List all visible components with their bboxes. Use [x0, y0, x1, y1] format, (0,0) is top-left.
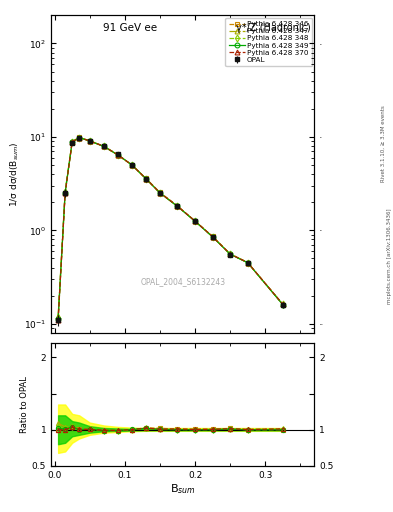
Pythia 6.428 347 — [63, 188, 68, 195]
Pythia 6.428 346 — [175, 203, 180, 209]
Pythia 6.428 348 — [175, 203, 180, 209]
Pythia 6.428 346 — [87, 138, 92, 144]
Pythia 6.428 346 — [129, 162, 134, 168]
Pythia 6.428 370 — [70, 139, 75, 145]
Pythia 6.428 349 — [56, 316, 61, 322]
Pythia 6.428 349 — [87, 138, 92, 144]
Pythia 6.428 370 — [193, 218, 197, 224]
Pythia 6.428 346 — [116, 152, 120, 158]
Pythia 6.428 348 — [116, 152, 120, 158]
Pythia 6.428 347 — [129, 162, 134, 168]
Pythia 6.428 370 — [116, 152, 120, 158]
Pythia 6.428 348 — [70, 139, 75, 145]
Pythia 6.428 347 — [158, 190, 162, 196]
Line: Pythia 6.428 349: Pythia 6.428 349 — [56, 135, 285, 322]
Line: Pythia 6.428 346: Pythia 6.428 346 — [56, 135, 285, 323]
Pythia 6.428 348 — [87, 138, 92, 144]
Line: Pythia 6.428 347: Pythia 6.428 347 — [56, 135, 285, 319]
Pythia 6.428 349 — [143, 176, 148, 182]
Pythia 6.428 346 — [210, 233, 215, 240]
Pythia 6.428 349 — [101, 143, 106, 150]
Pythia 6.428 349 — [281, 302, 285, 308]
Pythia 6.428 347 — [281, 301, 285, 307]
Pythia 6.428 349 — [210, 234, 215, 240]
Line: Pythia 6.428 348: Pythia 6.428 348 — [56, 135, 285, 321]
Pythia 6.428 370 — [101, 143, 106, 150]
Pythia 6.428 346 — [101, 143, 106, 150]
Pythia 6.428 347 — [77, 135, 81, 141]
Pythia 6.428 348 — [193, 218, 197, 224]
Pythia 6.428 347 — [70, 139, 75, 145]
Pythia 6.428 348 — [143, 176, 148, 182]
Legend: Pythia 6.428 346, Pythia 6.428 347, Pythia 6.428 348, Pythia 6.428 349, Pythia 6: Pythia 6.428 346, Pythia 6.428 347, Pyth… — [226, 17, 312, 67]
Pythia 6.428 348 — [63, 189, 68, 196]
Pythia 6.428 349 — [193, 218, 197, 224]
Pythia 6.428 348 — [101, 143, 106, 150]
Pythia 6.428 370 — [245, 260, 250, 266]
Text: 91 GeV ee: 91 GeV ee — [103, 23, 157, 33]
Pythia 6.428 348 — [210, 234, 215, 240]
Pythia 6.428 349 — [228, 251, 233, 258]
X-axis label: B$_{sum}$: B$_{sum}$ — [170, 482, 196, 496]
Pythia 6.428 348 — [77, 135, 81, 141]
Pythia 6.428 348 — [228, 251, 233, 257]
Pythia 6.428 349 — [116, 152, 120, 158]
Pythia 6.428 346 — [63, 190, 68, 196]
Pythia 6.428 346 — [143, 175, 148, 181]
Pythia 6.428 346 — [70, 139, 75, 145]
Pythia 6.428 370 — [129, 162, 134, 168]
Pythia 6.428 346 — [158, 189, 162, 196]
Pythia 6.428 370 — [281, 301, 285, 307]
Pythia 6.428 347 — [210, 233, 215, 240]
Pythia 6.428 370 — [77, 135, 81, 141]
Pythia 6.428 347 — [193, 218, 197, 224]
Pythia 6.428 346 — [193, 218, 197, 224]
Pythia 6.428 349 — [158, 190, 162, 196]
Pythia 6.428 346 — [77, 134, 81, 140]
Pythia 6.428 346 — [228, 251, 233, 257]
Pythia 6.428 348 — [56, 315, 61, 321]
Pythia 6.428 347 — [175, 203, 180, 209]
Pythia 6.428 347 — [56, 313, 61, 319]
Pythia 6.428 347 — [116, 152, 120, 158]
Pythia 6.428 349 — [63, 190, 68, 196]
Text: OPAL_2004_S6132243: OPAL_2004_S6132243 — [140, 278, 225, 287]
Y-axis label: 1/σ dσ/d(B$_{sum}$): 1/σ dσ/d(B$_{sum}$) — [9, 141, 21, 207]
Pythia 6.428 370 — [228, 251, 233, 257]
Pythia 6.428 346 — [56, 317, 61, 323]
Pythia 6.428 349 — [77, 135, 81, 141]
Pythia 6.428 346 — [245, 260, 250, 266]
Pythia 6.428 348 — [158, 190, 162, 196]
Pythia 6.428 370 — [56, 317, 61, 323]
Pythia 6.428 347 — [87, 138, 92, 144]
Pythia 6.428 347 — [143, 176, 148, 182]
Pythia 6.428 347 — [101, 143, 106, 150]
Pythia 6.428 346 — [281, 302, 285, 308]
Line: Pythia 6.428 370: Pythia 6.428 370 — [56, 135, 285, 323]
Pythia 6.428 370 — [175, 203, 180, 209]
Pythia 6.428 370 — [87, 138, 92, 144]
Y-axis label: Ratio to OPAL: Ratio to OPAL — [20, 376, 29, 433]
Pythia 6.428 349 — [70, 139, 75, 145]
Pythia 6.428 348 — [281, 302, 285, 308]
Pythia 6.428 347 — [228, 251, 233, 257]
Pythia 6.428 348 — [245, 260, 250, 266]
Pythia 6.428 349 — [129, 162, 134, 168]
Pythia 6.428 370 — [210, 233, 215, 240]
Text: γ*/Z (Hadronic): γ*/Z (Hadronic) — [236, 23, 310, 33]
Pythia 6.428 370 — [158, 190, 162, 196]
Pythia 6.428 349 — [245, 260, 250, 266]
Text: mcplots.cern.ch [arXiv:1306.3436]: mcplots.cern.ch [arXiv:1306.3436] — [387, 208, 391, 304]
Text: Rivet 3.1.10, ≥ 3.3M events: Rivet 3.1.10, ≥ 3.3M events — [381, 105, 386, 182]
Pythia 6.428 349 — [175, 203, 180, 209]
Pythia 6.428 370 — [143, 176, 148, 182]
Pythia 6.428 370 — [63, 190, 68, 196]
Pythia 6.428 347 — [245, 260, 250, 266]
Pythia 6.428 348 — [129, 162, 134, 168]
